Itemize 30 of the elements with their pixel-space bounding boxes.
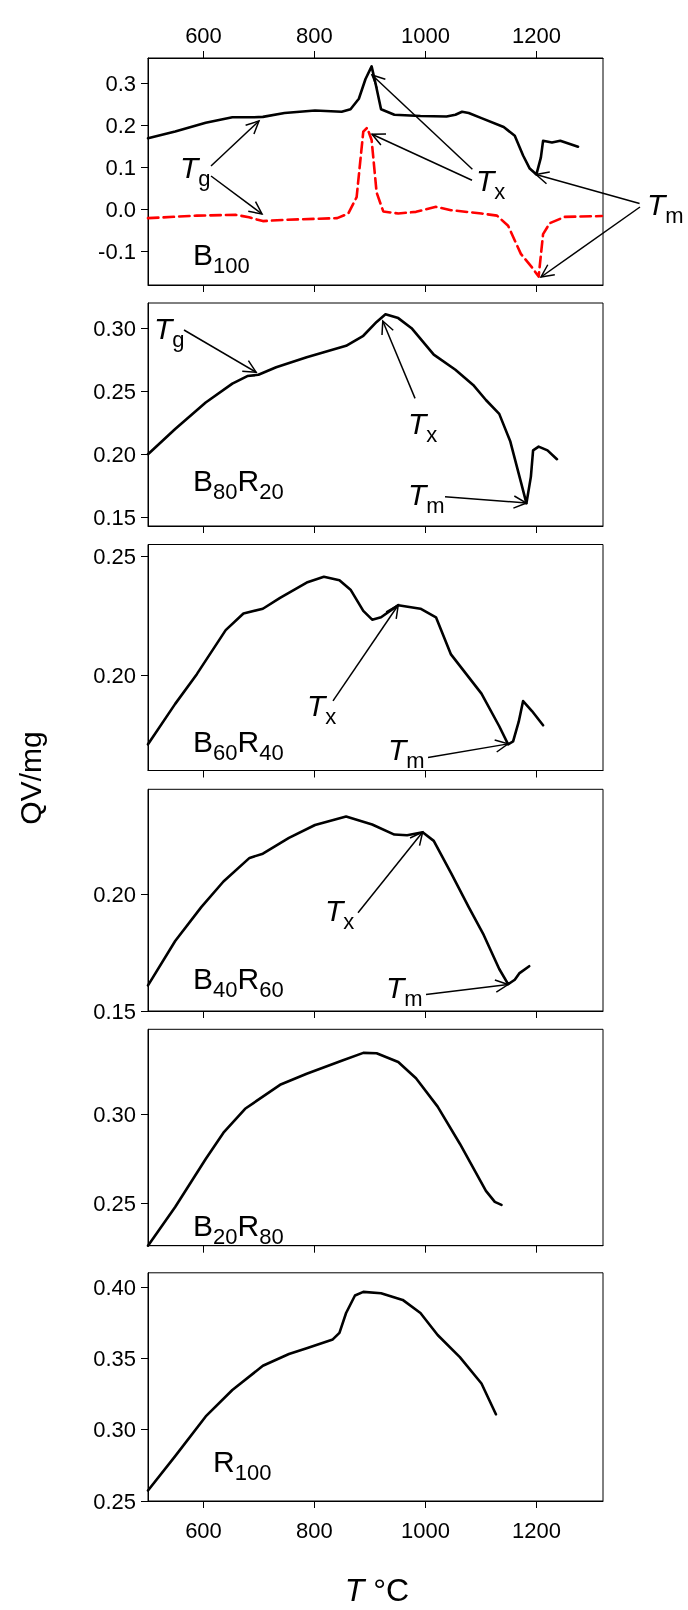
y-tick-label: 0.35 — [93, 1345, 136, 1371]
x-tick-label: 1200 — [511, 1517, 561, 1543]
x-tick-label: 600 — [185, 1517, 222, 1543]
y-tick-label: 0.15 — [93, 998, 136, 1024]
y-tick-label: 0.20 — [93, 662, 136, 688]
y-tick-label: 0.25 — [93, 543, 136, 569]
y-tick-label: 0.40 — [93, 1274, 136, 1300]
y-tick-label: 0.20 — [93, 441, 136, 467]
y-tick-label: 0.15 — [93, 504, 136, 530]
y-tick-label: 0.30 — [93, 315, 136, 341]
y-tick-label: 0.3 — [105, 70, 136, 96]
x2-tick-label: 800 — [296, 22, 333, 48]
x-axis-title: T °C — [344, 1572, 410, 1608]
x-tick-label: 1000 — [400, 1517, 450, 1543]
x-tick-label: 800 — [296, 1517, 333, 1543]
y-tick-label: 0.25 — [93, 378, 136, 404]
y-tick-label: 0.25 — [93, 1488, 136, 1514]
y-tick-label: 0.20 — [93, 881, 136, 907]
line-series — [146, 126, 604, 278]
y-tick-label: 0.0 — [105, 196, 136, 222]
y-tick-label: 0.2 — [105, 112, 136, 138]
y-tick-label: 0.30 — [93, 1417, 136, 1443]
y-tick-label: 0.1 — [105, 154, 136, 180]
y-tick-label: 0.30 — [93, 1101, 136, 1127]
x2-tick-label: 1200 — [511, 22, 561, 48]
x2-tick-label: 600 — [185, 22, 222, 48]
y-tick-label: -0.1 — [98, 238, 136, 264]
x2-tick-label: 1000 — [400, 22, 450, 48]
y-tick-label: 0.25 — [93, 1190, 136, 1216]
y-axis-title: QV/mg — [14, 731, 47, 825]
